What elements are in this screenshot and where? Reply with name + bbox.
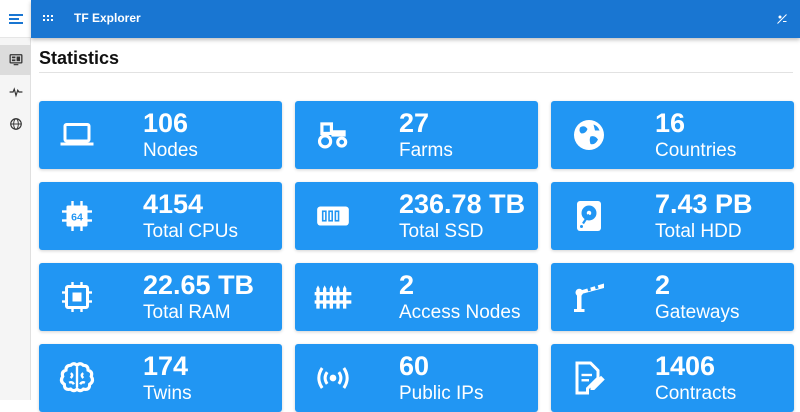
web-icon [9, 118, 22, 130]
fence-icon [313, 277, 353, 317]
stat-card-access-nodes[interactable]: 2 Access Nodes [295, 263, 538, 331]
menu-button[interactable] [41, 12, 55, 26]
stat-value: 4154 [143, 189, 204, 219]
stat-label: Public IPs [399, 383, 484, 404]
stat-value: 7.43 PB [655, 189, 753, 219]
brain-icon [57, 358, 97, 398]
stat-label: Gateways [655, 302, 740, 323]
boom-gate-icon [569, 277, 609, 317]
access-point-icon [313, 358, 353, 398]
stat-card-twins[interactable]: 174 Twins [39, 344, 282, 412]
stat-value: 22.65 TB [143, 270, 255, 300]
stat-card-total-hdd[interactable]: 7.43 PB Total HDD [551, 182, 794, 250]
stat-label: Nodes [143, 140, 198, 161]
stat-label: Total RAM [143, 302, 231, 323]
laptop-icon [57, 115, 97, 155]
stat-card-gateways[interactable]: 2 Gateways [551, 263, 794, 331]
nav-network[interactable] [0, 109, 31, 139]
navigation-rail [0, 0, 31, 400]
app-title: TF Explorer [74, 11, 141, 25]
pulse-icon [9, 87, 22, 98]
stat-value: 236.78 TB [399, 189, 526, 219]
app-logo[interactable] [0, 0, 31, 38]
title-divider [39, 72, 793, 73]
theme-light-dark-icon [777, 14, 787, 24]
stat-label: Total SSD [399, 221, 484, 242]
logo-icon [8, 13, 23, 24]
stat-label: Contracts [655, 383, 737, 404]
stat-value: 16 [655, 108, 686, 138]
ssd-icon [313, 196, 353, 236]
stat-card-contracts[interactable]: 1406 Contracts [551, 344, 794, 412]
nav-statistics[interactable] [0, 45, 31, 75]
stat-label: Farms [399, 140, 453, 161]
stat-label: Total HDD [655, 221, 742, 242]
stat-card-countries[interactable]: 16 Countries [551, 101, 794, 169]
stat-card-nodes[interactable]: 106 Nodes [39, 101, 282, 169]
memory-chip-icon [57, 277, 97, 317]
stat-label: Total CPUs [143, 221, 239, 242]
monitor-dashboard-icon [9, 54, 22, 66]
svg-text:64: 64 [71, 212, 83, 224]
stat-value: 27 [399, 108, 430, 138]
stat-value: 2 [655, 270, 671, 300]
stat-card-farms[interactable]: 27 Farms [295, 101, 538, 169]
stat-card-total-ssd[interactable]: 236.78 TB Total SSD [295, 182, 538, 250]
harddisk-icon [569, 196, 609, 236]
stat-value: 1406 [655, 351, 716, 381]
page-title: Statistics [39, 48, 120, 68]
stat-value: 60 [399, 351, 430, 381]
stat-card-public-ips[interactable]: 60 Public IPs [295, 344, 538, 412]
stat-card-total-cpus[interactable]: 64 4154 Total CPUs [39, 182, 282, 250]
cpu-64-icon: 64 [57, 196, 97, 236]
grid-menu-icon [43, 15, 53, 21]
nav-monitoring[interactable] [0, 77, 31, 107]
stat-value: 174 [143, 351, 189, 381]
stat-value: 2 [399, 270, 415, 300]
stat-label: Access Nodes [399, 302, 521, 323]
globe-icon [569, 115, 609, 155]
stat-label: Twins [143, 383, 192, 404]
stat-label: Countries [655, 140, 737, 161]
stat-card-total-ram[interactable]: 22.65 TB Total RAM [39, 263, 282, 331]
theme-toggle-button[interactable] [774, 11, 790, 27]
file-document-edit-icon [569, 358, 609, 398]
app-bar: TF Explorer [31, 0, 800, 38]
tractor-icon [313, 115, 353, 155]
stat-value: 106 [143, 108, 189, 138]
